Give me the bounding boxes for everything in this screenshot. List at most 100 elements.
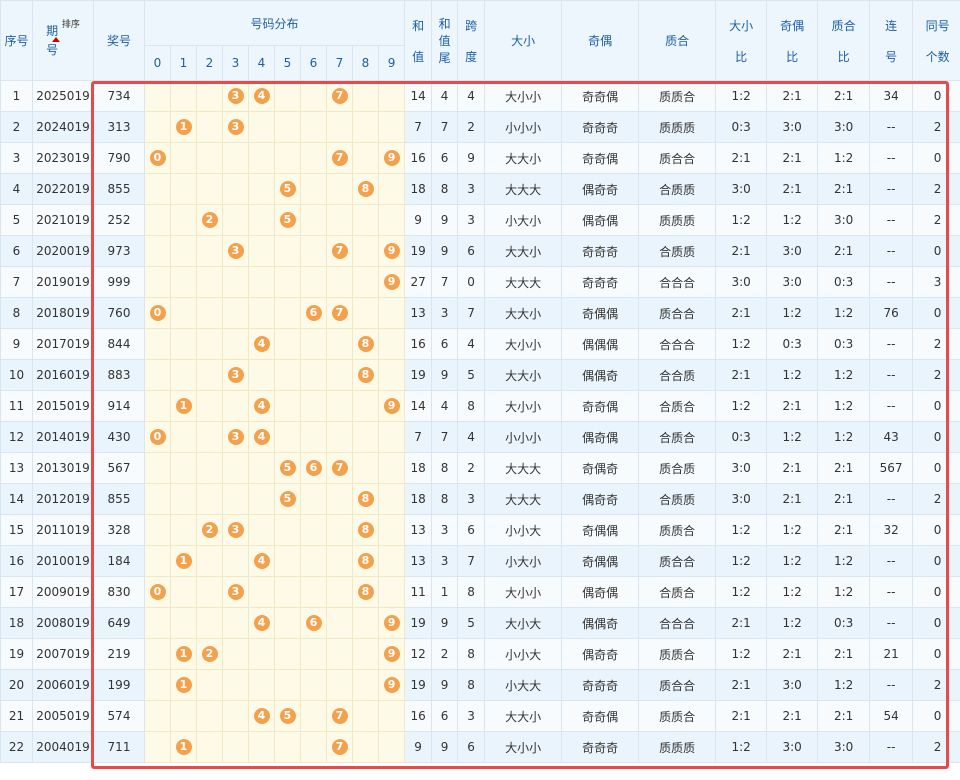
distribution-cell [326, 607, 353, 639]
period-cell: 2012019 [32, 483, 94, 515]
distribution-cell [377, 700, 406, 732]
distribution-cell [377, 483, 406, 515]
distribution-cell: 5 [274, 483, 301, 515]
distribution-cell: 8 [352, 545, 379, 577]
sum-tail-cell: 9 [431, 204, 459, 236]
prize-cell: 790 [93, 142, 145, 174]
table-row: 16 2010019 184 1 4 8 13 3 7 小大小 奇偶偶 质合合 1:2 1:2 1:2 -- 0 [0, 545, 960, 577]
sum-cell: 18 [404, 483, 433, 515]
parity-ratio-cell: 2:1 [766, 142, 819, 174]
digit-header: 1 [170, 45, 197, 81]
distribution-cell [222, 452, 249, 484]
digit-ball: 6 [305, 615, 322, 631]
size-ratio-cell: 2:1 [715, 700, 768, 732]
distribution-cell [144, 266, 171, 298]
digit-ball: 0 [149, 305, 166, 321]
distribution-cell [300, 173, 327, 205]
sum-tail-cell: 7 [431, 421, 459, 453]
span-cell: 8 [457, 576, 486, 608]
sort-label[interactable]: 排序 [61, 20, 80, 30]
digit-header: 3 [222, 45, 249, 81]
distribution-cell [274, 731, 301, 763]
distribution-cell [300, 142, 327, 174]
distribution-cell [248, 514, 275, 546]
header-period[interactable]: 期 排序 号 [32, 0, 94, 81]
distribution-cell [248, 576, 275, 608]
prize-cell: 973 [93, 235, 145, 267]
size-cell: 大大小 [484, 297, 563, 329]
size-ratio-cell: 2:1 [715, 669, 768, 701]
distribution-cell [326, 111, 353, 143]
parity-cell: 偶偶奇 [561, 359, 640, 391]
size-ratio-cell: 1:2 [715, 80, 768, 112]
distribution-cell [196, 297, 223, 329]
distribution-cell: 5 [274, 204, 301, 236]
size-ratio-cell: 3:0 [715, 483, 768, 515]
prize-cell: 430 [93, 421, 145, 453]
prime-ratio-cell: 1:2 [817, 545, 871, 577]
digit-ball: 3 [227, 119, 244, 135]
distribution-cell [144, 173, 171, 205]
distribution-cell [248, 452, 275, 484]
distribution-cell [274, 111, 301, 143]
distribution-cell: 3 [222, 514, 249, 546]
period-cell: 2008019 [32, 607, 94, 639]
sum-cell: 11 [404, 576, 433, 608]
distribution-cell [274, 607, 301, 639]
prime-cell: 质合质 [638, 452, 717, 484]
prize-cell: 830 [93, 576, 145, 608]
distribution-cell [196, 235, 223, 267]
digit-ball: 5 [279, 181, 296, 197]
header-sum-tail: 和值尾 [431, 0, 459, 81]
consecutive-cell: 32 [869, 514, 914, 546]
period-cell: 2024019 [32, 111, 94, 143]
same-count-cell: 2 [912, 173, 960, 205]
sum-tail-cell: 6 [431, 142, 459, 174]
header-same-count: 同号 个数 [912, 0, 960, 81]
prize-cell: 855 [93, 483, 145, 515]
prime-cell: 合质合 [638, 576, 717, 608]
distribution-cell [196, 700, 223, 732]
digit-ball: 2 [201, 212, 218, 228]
same-count-cell: 2 [912, 359, 960, 391]
distribution-cell: 1 [170, 390, 197, 422]
span-cell: 6 [457, 514, 486, 546]
distribution-cell [274, 421, 301, 453]
parity-cell: 奇奇偶 [561, 390, 640, 422]
digit-ball: 4 [253, 708, 270, 724]
prime-cell: 质合合 [638, 142, 717, 174]
size-ratio-cell: 1:2 [715, 638, 768, 670]
distribution-cell [248, 483, 275, 515]
same-count-cell: 0 [912, 80, 960, 112]
digit-header: 0 [144, 45, 171, 81]
digit-ball: 9 [383, 243, 400, 259]
distribution-cell [377, 173, 406, 205]
parity-cell: 偶奇偶 [561, 204, 640, 236]
distribution-cell [300, 80, 327, 112]
sum-tail-cell: 9 [431, 669, 459, 701]
seq-cell: 10 [0, 359, 33, 391]
prime-cell: 质质质 [638, 204, 717, 236]
seq-cell: 18 [0, 607, 33, 639]
parity-ratio-cell: 0:3 [766, 328, 819, 360]
period-cell: 2022019 [32, 173, 94, 205]
prize-cell: 999 [93, 266, 145, 298]
header-distribution: 号码分布 [143, 0, 406, 46]
distribution-cell [377, 204, 406, 236]
prime-ratio-cell: 0:3 [817, 607, 871, 639]
header-prize: 奖号 [93, 0, 145, 81]
distribution-cell [248, 731, 275, 763]
consecutive-cell: -- [869, 669, 914, 701]
period-cell: 2023019 [32, 142, 94, 174]
prime-ratio-cell: 1:2 [817, 359, 871, 391]
size-ratio-cell: 2:1 [715, 235, 768, 267]
sum-cell: 19 [404, 359, 433, 391]
digit-header: 7 [326, 45, 353, 81]
table-row: 7 2019019 999 9 27 7 0 大大大 奇奇奇 合合合 3:0 3:0 0:3 -- 3 [0, 266, 960, 298]
distribution-cell [222, 142, 249, 174]
same-count-cell: 3 [912, 266, 960, 298]
size-ratio-cell: 1:2 [715, 514, 768, 546]
distribution-cell [377, 545, 406, 577]
digit-ball: 8 [357, 336, 374, 352]
distribution-cell [196, 452, 223, 484]
